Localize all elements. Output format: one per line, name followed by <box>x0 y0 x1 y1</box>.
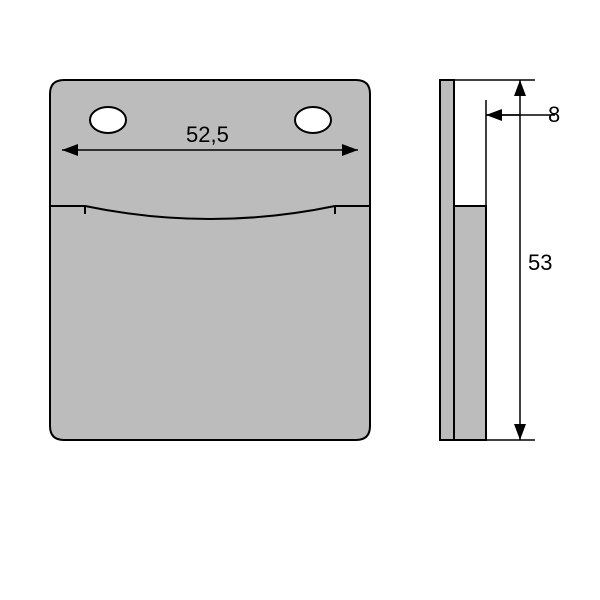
height-dimension-label: 53 <box>528 250 552 276</box>
mounting-hole-left <box>90 107 126 133</box>
technical-drawing <box>0 0 600 600</box>
side-view-backplate <box>440 80 454 440</box>
width-dimension-label: 52,5 <box>186 122 229 148</box>
diagram-canvas: 52,5 53 8 <box>0 0 600 600</box>
thickness-dimension-label: 8 <box>548 102 560 128</box>
mounting-hole-right <box>295 107 331 133</box>
side-view-friction <box>454 206 486 440</box>
